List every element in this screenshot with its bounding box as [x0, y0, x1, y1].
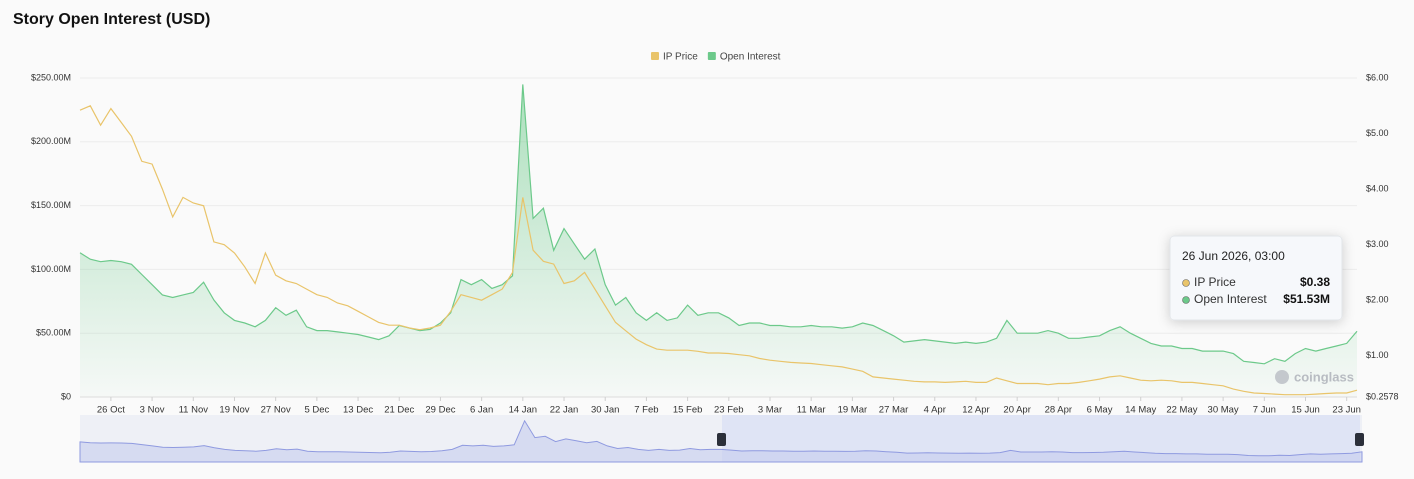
y-tick-label: $150.00M	[31, 200, 71, 210]
x-tick-label: 11 Nov	[179, 405, 209, 416]
x-tick-label: 4 Apr	[924, 405, 946, 416]
navigator	[79, 415, 1364, 463]
y2-tick-label: $1.00	[1366, 350, 1389, 360]
legend-label: IP Price	[663, 52, 698, 63]
legend-swatch	[707, 52, 716, 60]
x-tick-label: 15 Jun	[1291, 405, 1320, 416]
x-tick-label: 7 Feb	[634, 405, 658, 416]
legend-label: Open Interest	[720, 52, 781, 63]
x-tick-label: 20 Apr	[1003, 405, 1030, 416]
x-tick-label: 15 Feb	[673, 405, 703, 416]
x-tick-label: 21 Dec	[384, 405, 414, 416]
y2-tick-label: $6.00	[1366, 72, 1389, 82]
x-tick-label: 19 Nov	[219, 405, 249, 416]
y2-tick-label: $2.00	[1366, 295, 1389, 305]
x-tick-label: 13 Dec	[343, 405, 373, 416]
x-tick-label: 26 Oct	[97, 405, 125, 416]
x-tick-label: 29 Dec	[425, 405, 455, 416]
x-tick-label: 23 Jun	[1332, 405, 1361, 416]
x-tick-label: 11 Mar	[797, 405, 826, 416]
x-tick-label: 12 Apr	[962, 405, 989, 416]
x-tick-label: 5 Dec	[304, 405, 329, 416]
x-tick-label: 22 May	[1166, 405, 1197, 416]
legend-swatch	[651, 52, 659, 60]
y2-tick-label: $4.00	[1366, 183, 1389, 193]
axes: $0 $50.00M $100.00M $150.00M $200.00M $250.00…	[31, 72, 1399, 415]
x-tick-label: 3 Mar	[758, 405, 782, 416]
x-tick-label: 14 Jan	[509, 405, 538, 416]
tooltip-dot	[1182, 296, 1190, 304]
navigator-handle[interactable]	[717, 433, 726, 446]
tooltip-value: $0.38	[1300, 275, 1330, 289]
tooltip-value: $51.53M	[1283, 292, 1330, 306]
line	[79, 84, 1358, 365]
x-tick-label: 27 Mar	[879, 405, 909, 416]
plot-area	[79, 84, 1358, 398]
y-tick-label: $50.00M	[36, 328, 71, 338]
tooltip-series: IP Price	[1194, 275, 1236, 289]
x-tick-label: 7 Jun	[1253, 405, 1276, 416]
legend: IP Price Open Interest	[651, 52, 781, 63]
navigator-area	[79, 419, 1363, 463]
chart-title: Story Open Interest (USD)	[13, 11, 210, 28]
x-tick-label: 6 May	[1087, 405, 1113, 416]
x-tick-label: 19 Mar	[838, 405, 868, 416]
x-tick-label: 30 Jan	[591, 405, 620, 416]
x-tick-label: 22 Jan	[550, 405, 579, 416]
watermark: coinglass	[1275, 369, 1354, 384]
x-tick-label: 14 May	[1125, 405, 1156, 416]
x-tick-label: 3 Nov	[140, 405, 165, 416]
tooltip-title: 26 Jun 2026, 03:00	[1182, 249, 1285, 263]
watermark-text: coinglass	[1294, 369, 1354, 384]
y-tick-label: $250.00M	[31, 72, 71, 82]
x-tick-label: 27 Nov	[261, 405, 291, 416]
tooltip-box	[1169, 235, 1343, 321]
navigator-handle[interactable]	[1355, 433, 1364, 446]
line	[79, 105, 1358, 396]
tooltip: 26 Jun 2026, 03:00 IP Price $0.38 Open Int…	[1169, 235, 1343, 321]
x-tick-label: 30 May	[1208, 405, 1239, 416]
x-tick-label: 28 Apr	[1045, 405, 1072, 416]
y2-tick-label: $0.2578	[1366, 391, 1399, 401]
tooltip-series: Open Interest	[1194, 292, 1267, 306]
x-tick-label: 6 Jan	[470, 405, 493, 416]
y-tick-label: $0	[61, 391, 71, 401]
y2-tick-label: $3.00	[1366, 239, 1389, 249]
watermark-icon	[1275, 370, 1289, 384]
y-tick-label: $100.00M	[31, 264, 71, 274]
y2-tick-label: $5.00	[1366, 128, 1389, 138]
tooltip-dot	[1182, 279, 1190, 287]
area	[80, 84, 1357, 398]
y-tick-label: $200.00M	[31, 136, 71, 146]
x-tick-label: 23 Feb	[714, 405, 744, 416]
